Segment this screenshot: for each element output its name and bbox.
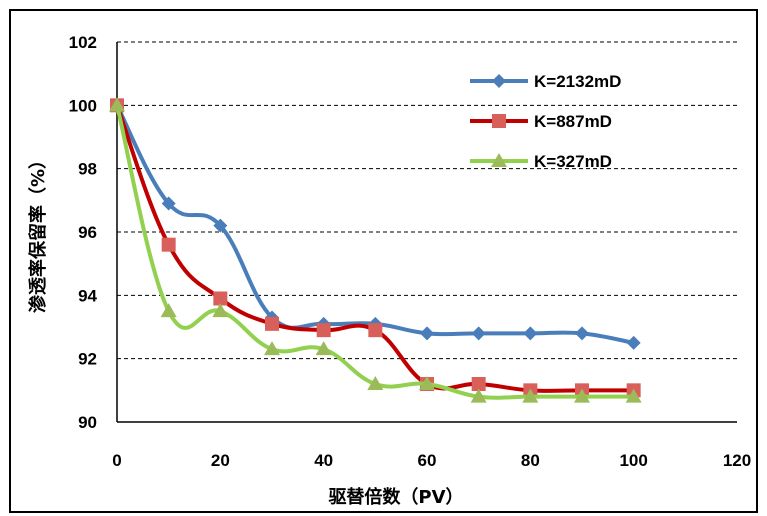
- series-2: [109, 97, 642, 403]
- y-tick-label: 100: [69, 96, 97, 115]
- series-line: [115, 104, 635, 345]
- data-point: [626, 335, 641, 350]
- x-tick-label: 60: [418, 451, 437, 470]
- data-point: [625, 388, 642, 403]
- y-tick-label: 102: [69, 33, 97, 52]
- series-lines: [109, 97, 642, 403]
- data-point: [212, 303, 229, 318]
- data-point: [367, 376, 384, 390]
- data-point: [523, 326, 538, 341]
- series-line: [115, 104, 634, 393]
- data-point: [109, 97, 125, 112]
- data-point: [471, 326, 486, 341]
- series-line: [115, 104, 634, 400]
- y-axis-title: 渗透率保留率（%）: [27, 151, 49, 313]
- x-tick-label: 80: [521, 451, 540, 470]
- data-point: [265, 316, 279, 331]
- chart-frame: [9, 9, 758, 513]
- legend-marker: [492, 74, 506, 88]
- legend-marker: [492, 114, 506, 128]
- data-point: [213, 218, 228, 233]
- data-point: [160, 303, 177, 318]
- data-point: [161, 237, 176, 252]
- legend-marker: [491, 153, 507, 167]
- data-point: [368, 323, 383, 338]
- legend-label: K=887mD: [534, 112, 612, 131]
- y-tick-label: 92: [78, 350, 97, 369]
- y-tick-label: 98: [78, 160, 97, 179]
- series-0: [110, 98, 641, 350]
- data-point: [213, 291, 228, 306]
- y-tick-label: 94: [78, 286, 97, 305]
- y-tick-labels: 90 92 94 96 98 100 102: [69, 33, 98, 432]
- legend-label: K=2132mD: [534, 72, 621, 91]
- x-tick-label: 100: [619, 451, 647, 470]
- series-1: [110, 98, 641, 398]
- x-tick-labels: 0 20 40 60 80 100 120: [112, 451, 751, 470]
- data-point: [575, 326, 589, 341]
- data-point: [470, 388, 487, 403]
- x-tick-label: 0: [112, 451, 121, 470]
- data-point: [471, 377, 486, 391]
- data-point: [419, 376, 435, 390]
- data-point: [161, 196, 176, 211]
- x-tick-label: 120: [723, 451, 751, 470]
- data-point: [316, 323, 331, 338]
- y-tick-label: 90: [78, 413, 97, 432]
- data-point: [420, 326, 434, 341]
- x-tick-label: 20: [211, 451, 230, 470]
- x-axis-title: 驱替倍数（PV）: [328, 486, 463, 508]
- legend: K=2132mD K=887mD K=327mD: [470, 72, 621, 171]
- data-point: [264, 341, 280, 356]
- y-tick-label: 96: [78, 223, 97, 242]
- data-point: [522, 388, 539, 403]
- data-point: [574, 388, 590, 403]
- x-tick-label: 40: [314, 451, 333, 470]
- grid-lines: [117, 41, 737, 360]
- legend-label: K=327mD: [534, 152, 612, 171]
- data-point: [315, 341, 332, 356]
